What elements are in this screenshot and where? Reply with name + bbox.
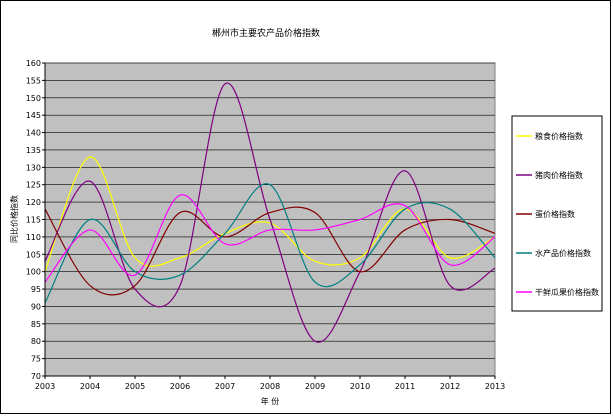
y-tick-label: 120	[26, 198, 41, 207]
y-tick-label: 130	[26, 163, 41, 172]
y-tick-label: 90	[31, 302, 41, 311]
y-tick-label: 105	[26, 250, 41, 259]
y-tick-label: 80	[31, 337, 41, 346]
x-tick-label: 2012	[440, 382, 460, 391]
y-tick-label: 160	[26, 59, 41, 68]
x-tick-label: 2005	[125, 382, 145, 391]
y-axis-label: 同比价格指数	[9, 195, 19, 243]
x-tick-label: 2013	[485, 382, 505, 391]
x-tick-label: 2008	[260, 382, 280, 391]
y-tick-label: 140	[26, 129, 41, 138]
y-tick-label: 100	[26, 268, 41, 277]
y-tick-label: 95	[31, 285, 41, 294]
legend-label: 猪肉价格指数	[535, 170, 583, 180]
x-tick-labels: 2003 2004 2005 2006 2007 2008 2009 2010 2011 2012…	[35, 382, 505, 391]
y-tick-label: 125	[26, 181, 41, 190]
x-tick-label: 2011	[395, 382, 415, 391]
y-tick-label: 110	[26, 233, 41, 242]
y-tick-label: 135	[26, 146, 41, 155]
legend-label: 水产品价格指数	[535, 248, 591, 258]
y-tick-label: 85	[31, 320, 41, 329]
y-tick-label: 70	[31, 372, 41, 381]
y-tick-label: 75	[31, 355, 41, 364]
x-tick-label: 2003	[35, 382, 55, 391]
x-axis-label: 年 份	[261, 396, 280, 406]
y-tick-labels: 70 75 80 85 90 95 100 105 110 115 120 125 130 135 140 1…	[26, 59, 41, 381]
x-tick-label: 2009	[305, 382, 325, 391]
x-tick-label: 2006	[170, 382, 190, 391]
legend-label: 蛋价格指数	[535, 209, 575, 219]
x-tick-label: 2010	[350, 382, 370, 391]
chart-title: 郴州市主要农产品价格指数	[212, 27, 320, 39]
y-tick-label: 155	[26, 76, 41, 85]
y-tick-label: 115	[26, 216, 41, 225]
legend-label: 干鲜瓜果价格指数	[535, 287, 599, 297]
x-tick-label: 2007	[215, 382, 235, 391]
y-tick-label: 150	[26, 94, 41, 103]
y-tick-label: 145	[26, 111, 41, 120]
legend-label: 粮食价格指数	[535, 131, 583, 141]
x-tick-label: 2004	[80, 382, 100, 391]
